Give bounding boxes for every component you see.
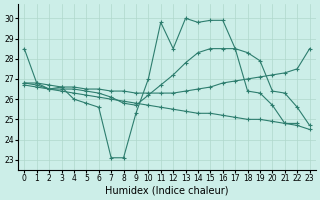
X-axis label: Humidex (Indice chaleur): Humidex (Indice chaleur) <box>105 186 229 196</box>
